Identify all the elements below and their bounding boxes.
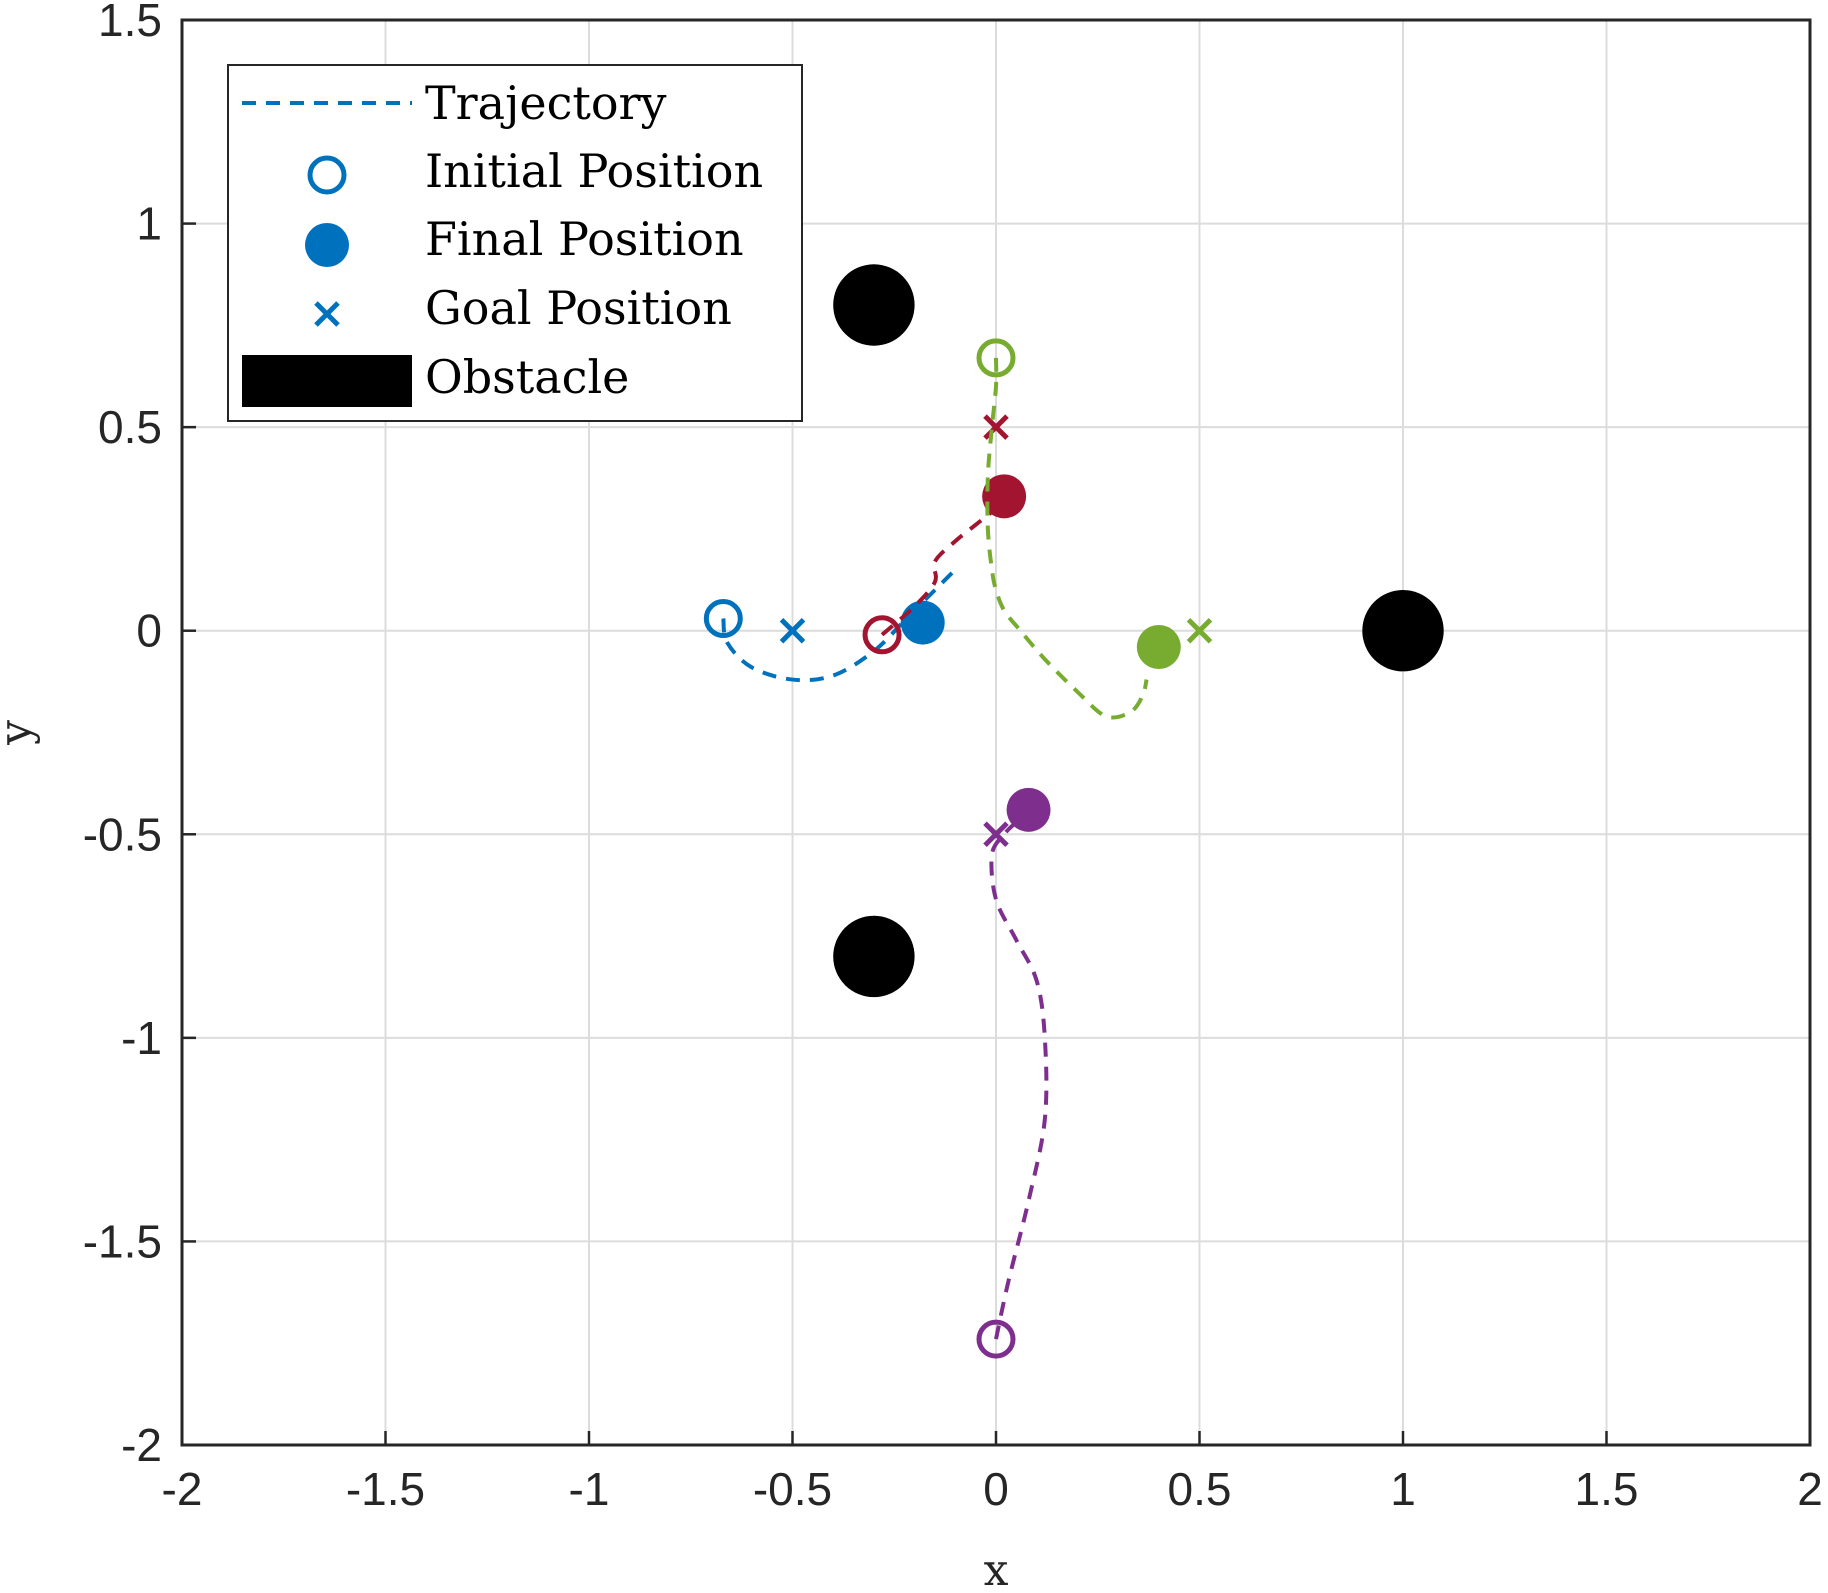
y-tick-label: -1 [121,1012,162,1064]
series-agent-red [862,414,1027,655]
goal-cross-b [1186,617,1213,644]
series-agent-green [976,338,1213,720]
y-tick-label: 1.5 [98,0,162,46]
legend-initial-label: Initial Position [425,144,763,198]
final-position-marker [900,600,945,645]
x-tick-label: -0.5 [753,1463,832,1515]
x-axis-label: x [984,1545,1009,1593]
obstacle [1362,590,1444,672]
goal-cross-b [983,414,1009,440]
axes-box [180,18,1812,1447]
legend-goal-label: Goal Position [425,281,732,335]
initial-position-marker [862,615,902,655]
obstacle [833,264,915,346]
goal-position-marker [779,617,806,644]
x-tick-label: 0.5 [1168,1463,1232,1515]
goal-cross-b [779,617,806,644]
y-tick-label: 0 [136,605,162,657]
initial-position-marker [976,1319,1016,1359]
series-agent-blue [703,568,957,683]
series-agent-purple [976,787,1051,1359]
x-tick-label: 1.5 [1575,1463,1639,1515]
trajectory-line [985,357,1149,720]
trajectory-line [989,820,1049,1340]
plot-area [703,264,1444,1359]
legend-initial-marker [307,155,347,195]
y-tick-label: -2 [121,1419,162,1471]
initial-position-marker [976,338,1016,378]
legend-obstacle-swatch [242,355,412,407]
x-tick-label: 0 [983,1463,1009,1515]
goal-position-marker [1186,617,1213,644]
x-tick-label: -1 [569,1463,610,1515]
goal-position-marker [983,414,1009,440]
final-position-marker [1136,625,1181,669]
legend-final-label: Final Position [425,212,744,266]
legend-final-marker [305,223,349,267]
x-tick-label: 1 [1390,1463,1416,1515]
y-tick-label: 0.5 [98,401,162,453]
ticks: -2 -1.5 -1 -0.5 0 0.5 1 1.5 2 -2 -1.5 -1 -0.5 0 0.5 1 1.… [83,0,1823,1515]
legend-obstacle-label: Obstacle [425,350,629,404]
obstacle [833,915,915,998]
y-tick-label: -1.5 [83,1215,162,1267]
trajectory-line [880,507,998,637]
y-axis-label: y [0,720,41,746]
legend-trajectory-label: Trajectory [425,76,667,130]
initial-position-marker [703,599,743,638]
goal-position-marker [983,821,1009,848]
final-position-marker [982,474,1027,519]
x-tick-label: -1.5 [346,1463,425,1515]
x-tick-label: -2 [162,1463,203,1515]
legend-goal-marker [314,301,340,327]
y-tick-label: -0.5 [83,808,162,860]
trajectory-line [721,568,957,683]
goal-cross-b [983,821,1009,848]
final-position-marker [1006,787,1051,832]
y-tick-label: 1 [136,198,162,250]
legend: Trajectory Initial Position Final Positi… [227,64,803,422]
x-tick-label: 2 [1797,1463,1823,1515]
